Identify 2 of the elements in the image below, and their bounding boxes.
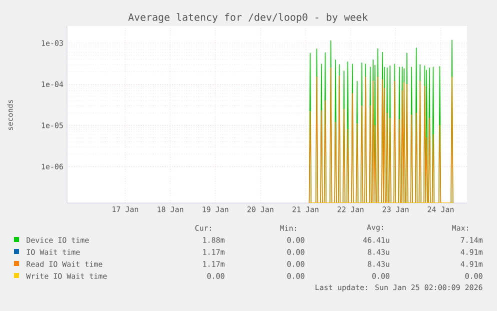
chart-title: Average latency for /dev/loop0 - by week — [128, 13, 368, 23]
line-series — [308, 67, 454, 203]
